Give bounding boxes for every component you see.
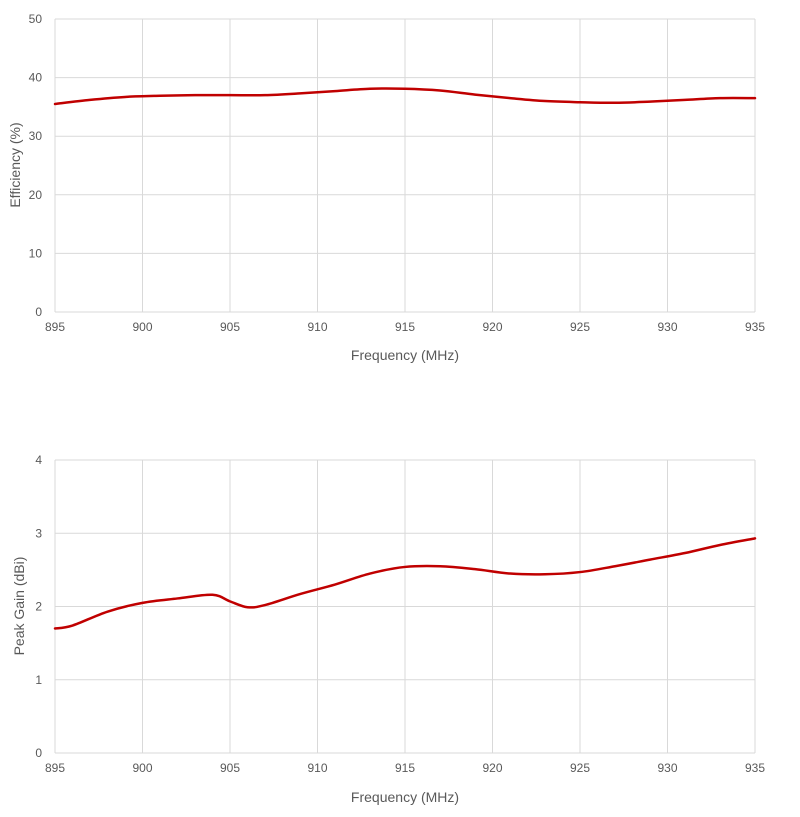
peak-gain-y-axis-title: Peak Gain (dBi) bbox=[11, 557, 27, 656]
peak-gain-y-tick-label: 2 bbox=[35, 600, 42, 614]
peak-gain-x-tick-label: 920 bbox=[482, 761, 502, 775]
efficiency-x-tick-label: 900 bbox=[132, 320, 152, 334]
peak-gain-chart: Frequency (MHz) Peak Gain (dBi) 895 900 90… bbox=[11, 453, 765, 805]
efficiency-chart: Frequency (MHz) Efficiency (%) 895 900 905… bbox=[7, 12, 765, 363]
peak-gain-y-tick-label: 0 bbox=[35, 746, 42, 760]
efficiency-x-tick-label: 895 bbox=[45, 320, 65, 334]
efficiency-x-tick-label: 920 bbox=[482, 320, 502, 334]
efficiency-y-tick-label: 0 bbox=[35, 305, 42, 319]
peak-gain-x-tick-label: 925 bbox=[570, 761, 590, 775]
efficiency-x-tick-label: 910 bbox=[307, 320, 327, 334]
efficiency-y-tick-label: 40 bbox=[29, 71, 43, 85]
efficiency-x-tick-label: 935 bbox=[745, 320, 765, 334]
efficiency-gridlines bbox=[54, 18, 756, 313]
peak-gain-x-tick-label: 915 bbox=[395, 761, 415, 775]
efficiency-y-tick-label: 50 bbox=[29, 12, 43, 26]
peak-gain-x-axis-title: Frequency (MHz) bbox=[351, 789, 459, 805]
peak-gain-x-tick-label: 935 bbox=[745, 761, 765, 775]
efficiency-x-axis-title: Frequency (MHz) bbox=[351, 347, 459, 363]
peak-gain-y-tick-label: 1 bbox=[35, 673, 42, 687]
efficiency-y-tick-label: 30 bbox=[29, 129, 43, 143]
peak-gain-series-line bbox=[53, 537, 757, 630]
peak-gain-y-tick-label: 3 bbox=[35, 526, 42, 540]
efficiency-series-line bbox=[53, 87, 757, 106]
efficiency-y-tick-label: 10 bbox=[29, 246, 43, 260]
efficiency-y-tick-label: 20 bbox=[29, 188, 43, 202]
efficiency-x-tick-label: 915 bbox=[395, 320, 415, 334]
efficiency-x-tick-label: 925 bbox=[570, 320, 590, 334]
efficiency-x-tick-label: 930 bbox=[657, 320, 677, 334]
peak-gain-x-tick-label: 910 bbox=[307, 761, 327, 775]
peak-gain-x-tick-label: 895 bbox=[45, 761, 65, 775]
peak-gain-x-tick-label: 900 bbox=[132, 761, 152, 775]
peak-gain-gridlines bbox=[54, 459, 756, 754]
peak-gain-y-tick-label: 4 bbox=[35, 453, 42, 467]
peak-gain-x-tick-label: 930 bbox=[657, 761, 677, 775]
efficiency-x-tick-label: 905 bbox=[220, 320, 240, 334]
peak-gain-x-tick-label: 905 bbox=[220, 761, 240, 775]
efficiency-y-axis-title: Efficiency (%) bbox=[7, 122, 23, 207]
